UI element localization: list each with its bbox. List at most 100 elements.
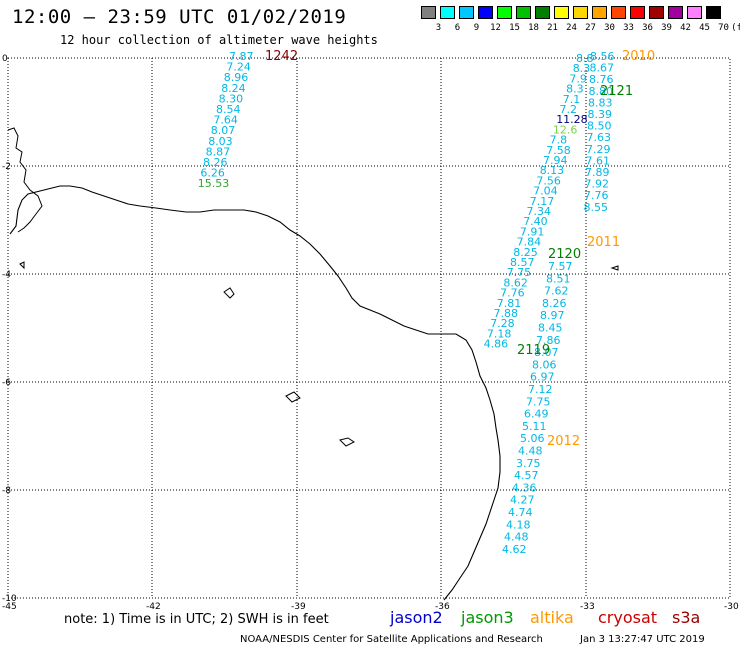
wave-height-value: 7.91 (520, 225, 545, 238)
wave-height-value: 8.97 (540, 309, 565, 322)
legend-level-label: 18 (528, 23, 539, 33)
coastline-north (7, 127, 43, 233)
longitude-tick-label: -45 (2, 602, 17, 612)
wave-height-value: 4.48 (504, 531, 529, 544)
legend-level-label: 9 (473, 23, 480, 33)
wave-height-value: 7.64 (213, 114, 238, 127)
legend-level-label: 39 (661, 23, 672, 33)
wave-height-value: 8.83 (588, 96, 613, 109)
wave-height-value: 4.57 (514, 469, 539, 482)
wave-height-value: 8.26 (203, 156, 228, 169)
wave-height-value: 7.81 (497, 297, 522, 310)
wave-height-value: 8.07 (211, 124, 236, 137)
legend-level-label: 3 (435, 23, 442, 33)
wave-height-value: 7.2 (560, 103, 578, 116)
legend-swatch (687, 6, 702, 19)
wave-height-value: 6.26 (200, 167, 225, 180)
legend-unit: (ft) (731, 23, 740, 33)
wave-height-value: 8.39 (588, 108, 613, 121)
wave-height-value: 8.54 (216, 103, 241, 116)
wave-height-value: 8.13 (540, 164, 565, 177)
island (19, 261, 25, 270)
satellite-legend-jason2: jason2 (390, 608, 443, 627)
longitude-tick-label: -30 (724, 602, 739, 612)
wave-height-value: 7.75 (526, 395, 551, 408)
legend-level-label: 33 (623, 23, 634, 33)
island (223, 287, 235, 299)
wave-height-value: 7.63 (587, 131, 612, 144)
wave-height-value: 7.8 (550, 134, 568, 147)
wave-height-value: 8.8 (576, 52, 594, 65)
wave-height-value: 8.26 (542, 297, 567, 310)
wave-height-value: 4.86 (484, 338, 509, 351)
legend-swatch (554, 6, 569, 19)
wave-height-value: 7.1 (563, 93, 581, 106)
wave-height-value: 7.04 (533, 185, 558, 198)
map-frame (7, 57, 731, 599)
pass-time-label: 2121 (600, 84, 633, 99)
satellite-legend-jason3: jason3 (461, 608, 514, 627)
legend-swatch (649, 6, 664, 19)
wave-height-value: 8.3 (573, 62, 591, 75)
wave-height-value: 8.07 (534, 346, 559, 359)
legend-swatch (440, 6, 455, 19)
wave-height-value: 7.87 (229, 50, 254, 63)
wave-height-value: 7.89 (585, 166, 610, 179)
coastline (9, 185, 501, 601)
wave-height-value: 7.18 (487, 327, 512, 340)
wave-height-value: 8.50 (587, 120, 612, 133)
island (285, 391, 301, 403)
legend-level-label: 6 (454, 23, 461, 33)
legend-level-label: 24 (566, 23, 577, 33)
wave-height-value: 6.49 (524, 408, 549, 421)
legend-swatch (630, 6, 645, 19)
credit-line: NOAA/NESDIS Center for Satellite Applica… (240, 634, 543, 645)
legend-swatch (497, 6, 512, 19)
legend-level-label: 12 (490, 23, 501, 33)
wave-height-value: 8.06 (532, 358, 557, 371)
legend-level-label: 21 (547, 23, 558, 33)
wave-height-value: 7.75 (507, 266, 532, 279)
wave-height-value: 7.76 (500, 287, 524, 300)
wave-height-value: 7.88 (494, 307, 519, 320)
wave-height-value: 5.06 (520, 432, 545, 445)
wave-height-value: 7.12 (528, 383, 553, 396)
longitude-tick-label: -39 (291, 602, 306, 612)
wave-height-value: 7.57 (548, 260, 573, 273)
wave-height-value: 4.36 (512, 481, 537, 494)
wave-height-value: 7.34 (527, 205, 552, 218)
units-note: note: 1) Time is in UTC; 2) SWH is in fe… (64, 612, 329, 627)
wave-height-value: 7.76 (584, 189, 609, 202)
wave-height-value: 8.24 (221, 82, 246, 95)
legend-swatch (516, 6, 531, 19)
legend-level-label: 27 (585, 23, 596, 33)
wave-height-value: 7.29 (586, 143, 611, 156)
pass-time-label: 1242 (265, 49, 298, 64)
wave-height-value: 7.9 (569, 72, 587, 85)
wave-height-value: 8.51 (546, 272, 571, 285)
wave-height-value: 7.24 (226, 61, 251, 74)
legend-level-label: 45 (699, 23, 710, 33)
wave-height-value: 11.28 (556, 113, 588, 126)
wave-height-value: 4.48 (518, 445, 543, 458)
generated-timestamp: Jan 3 13:27:47 UTC 2019 (580, 634, 705, 645)
wave-height-value: 15.53 (198, 177, 230, 190)
legend-level-label: 42 (680, 23, 691, 33)
pass-time-label: 2011 (587, 235, 620, 250)
legend-swatch (478, 6, 493, 19)
wave-height-value: 8.45 (538, 322, 563, 335)
wave-height-value: 8.55 (584, 201, 609, 214)
wave-height-value: 8.3 (566, 83, 584, 96)
wave-height-value: 3.75 (516, 457, 541, 470)
wave-height-value: 8.87 (206, 145, 231, 158)
satellite-legend-cryosat: cryosat (598, 608, 658, 627)
legend-level-label: 30 (604, 23, 615, 33)
wave-height-value: 8.03 (208, 135, 233, 148)
wave-height-value: 7.61 (586, 154, 611, 167)
wave-height-value: 8.62 (503, 276, 528, 289)
wave-height-value: 8.67 (590, 62, 615, 75)
longitude-tick-label: -36 (435, 602, 450, 612)
longitude-tick-label: -33 (580, 602, 595, 612)
pass-time-label: 2012 (547, 434, 580, 449)
